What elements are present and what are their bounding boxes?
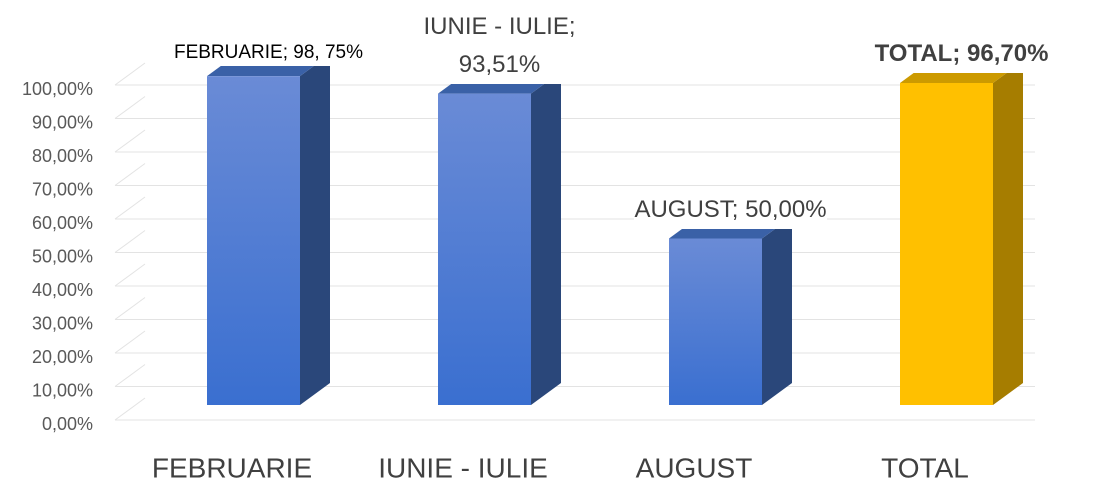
data-label: AUGUST; 50,00% — [634, 190, 827, 229]
grid-line — [114, 397, 146, 421]
grid-line — [114, 196, 146, 220]
y-tick-label: 30,00% — [32, 313, 93, 333]
bar-side — [762, 216, 792, 405]
y-tick-label: 100,00% — [22, 79, 93, 99]
bar-side — [531, 71, 561, 406]
y-tick-label: 70,00% — [32, 179, 93, 199]
y-tick-label: 80,00% — [32, 146, 93, 166]
y-tick-label: 50,00% — [32, 246, 93, 266]
y-tick-label: 60,00% — [32, 213, 93, 233]
y-tick-label: 20,00% — [32, 347, 93, 367]
data-label: FEBRUARIE; 98, 75% — [173, 40, 364, 67]
bar — [669, 238, 762, 405]
grid-line — [114, 96, 146, 119]
grid-line — [114, 297, 146, 320]
y-tick-label: 40,00% — [32, 280, 93, 300]
grid-line — [114, 364, 146, 387]
y-tick-label: 10,00% — [32, 380, 93, 400]
bar — [207, 76, 300, 405]
bar-side — [300, 54, 330, 405]
data-label: IUNIE - IULIE; 93,51% — [404, 7, 595, 84]
bar-side — [993, 60, 1023, 405]
y-tick-label: 90,00% — [32, 112, 93, 132]
grid-line — [114, 129, 146, 153]
grid-line — [114, 163, 146, 186]
y-tick-label: 0,00% — [42, 414, 93, 434]
x-tick-label: FEBRUARIE — [152, 452, 312, 483]
grid-line — [114, 263, 146, 287]
grid-line — [114, 330, 146, 354]
data-label: TOTAL; 96,70% — [874, 34, 1049, 73]
bar — [900, 82, 993, 405]
grid-line — [114, 230, 146, 253]
bar — [438, 93, 531, 406]
grid-line — [114, 62, 146, 86]
x-tick-label: AUGUST — [636, 452, 753, 483]
x-tick-label: TOTAL — [881, 452, 969, 483]
x-tick-label: IUNIE - IULIE — [378, 452, 548, 483]
